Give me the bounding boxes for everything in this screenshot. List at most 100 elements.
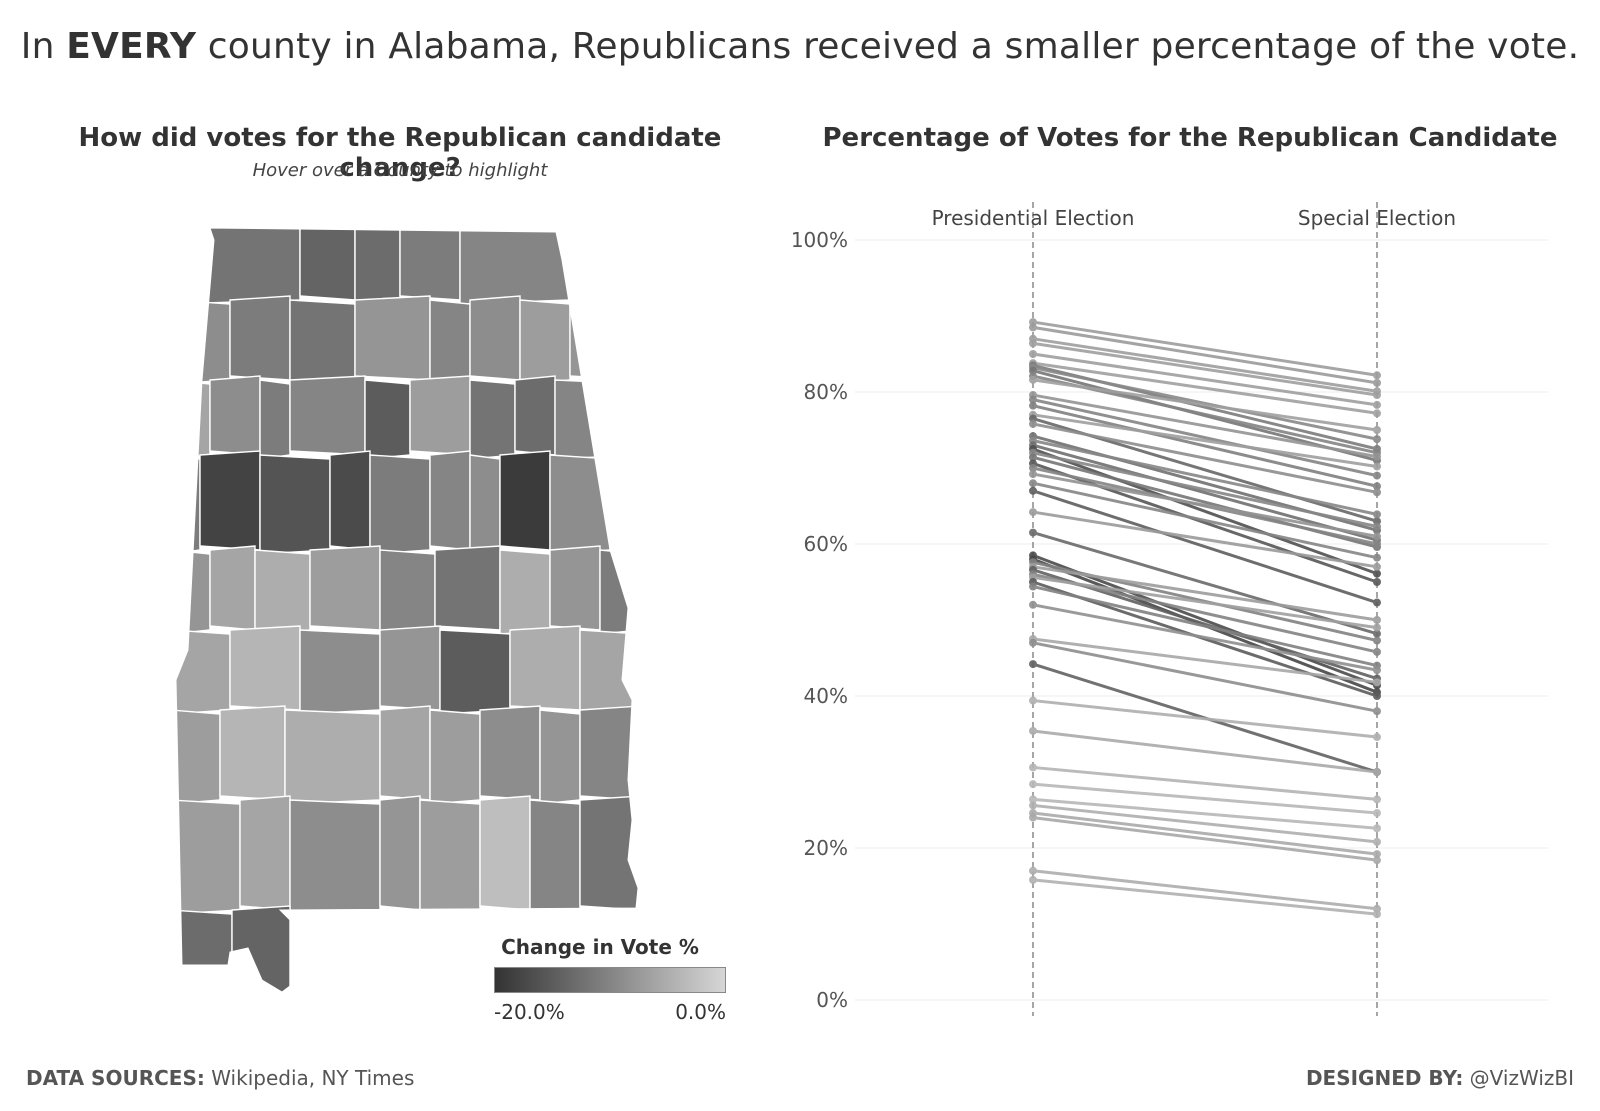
alabama-county-map[interactable] — [170, 220, 670, 1010]
county-shape[interactable] — [459, 220, 571, 305]
series-line[interactable] — [1032, 782, 1378, 815]
county-series[interactable] — [1029, 801, 1381, 846]
county-series[interactable] — [1029, 813, 1381, 865]
series-line[interactable] — [1032, 878, 1378, 916]
point-special[interactable] — [1373, 532, 1381, 541]
point-special[interactable] — [1373, 553, 1381, 562]
county-shape[interactable] — [499, 450, 551, 551]
point-presidential[interactable] — [1029, 763, 1037, 772]
county-shape[interactable] — [329, 450, 371, 551]
point-special[interactable] — [1373, 636, 1381, 645]
county-series[interactable] — [1029, 696, 1381, 742]
county-series[interactable] — [1029, 763, 1381, 804]
point-special[interactable] — [1373, 629, 1381, 638]
county-shape[interactable] — [299, 220, 356, 301]
point-special[interactable] — [1373, 400, 1381, 409]
county-series[interactable] — [1029, 866, 1381, 913]
county-shape[interactable] — [519, 299, 571, 385]
point-special[interactable] — [1373, 409, 1381, 418]
point-special[interactable] — [1373, 733, 1381, 742]
designer-value[interactable]: @VizWizBI — [1463, 1066, 1574, 1090]
county-shape[interactable] — [170, 299, 231, 385]
county-shape[interactable] — [379, 795, 421, 911]
county-series[interactable] — [1029, 508, 1381, 571]
county-series[interactable] — [1029, 582, 1381, 670]
series-line[interactable] — [1032, 869, 1378, 911]
point-presidential[interactable] — [1029, 339, 1037, 348]
county-shape[interactable] — [509, 625, 581, 711]
series-line[interactable] — [1032, 404, 1378, 488]
county-shape[interactable] — [259, 379, 291, 460]
county-shape[interactable] — [409, 375, 471, 456]
point-presidential[interactable] — [1029, 813, 1037, 822]
series-line[interactable] — [1032, 366, 1378, 441]
county-shape[interactable] — [219, 705, 286, 801]
county-series[interactable] — [1029, 600, 1381, 675]
county-shape[interactable] — [209, 545, 256, 631]
series-line[interactable] — [1032, 439, 1378, 516]
point-presidential[interactable] — [1029, 350, 1037, 358]
point-special[interactable] — [1373, 378, 1381, 387]
point-presidential[interactable] — [1029, 375, 1037, 384]
point-special[interactable] — [1373, 692, 1381, 700]
point-special[interactable] — [1373, 598, 1381, 607]
series-line[interactable] — [1032, 447, 1378, 576]
series-line[interactable] — [1032, 637, 1378, 684]
series-line[interactable] — [1032, 378, 1378, 432]
series-line[interactable] — [1032, 641, 1378, 713]
series-line[interactable] — [1032, 337, 1378, 393]
point-special[interactable] — [1373, 562, 1381, 571]
county-series[interactable] — [1029, 395, 1381, 480]
county-shape[interactable] — [199, 450, 261, 551]
series-line[interactable] — [1032, 325, 1378, 385]
point-presidential[interactable] — [1029, 395, 1037, 404]
county-shape[interactable] — [231, 905, 291, 1010]
county-series[interactable] — [1029, 573, 1381, 632]
county-shape[interactable] — [479, 705, 541, 801]
series-line[interactable] — [1032, 603, 1378, 672]
point-presidential[interactable] — [1029, 323, 1037, 332]
series-line[interactable] — [1032, 797, 1378, 830]
series-line[interactable] — [1032, 361, 1378, 415]
series-line[interactable] — [1032, 531, 1378, 636]
series-line[interactable] — [1032, 565, 1378, 622]
point-special[interactable] — [1373, 462, 1381, 471]
county-series[interactable] — [1029, 795, 1381, 833]
series-line[interactable] — [1032, 811, 1378, 856]
point-presidential[interactable] — [1029, 453, 1037, 462]
county-shape[interactable] — [549, 454, 611, 555]
county-shape[interactable] — [379, 549, 436, 635]
point-presidential[interactable] — [1029, 726, 1037, 735]
county-shape[interactable] — [299, 629, 381, 715]
point-special[interactable] — [1373, 391, 1381, 400]
series-line[interactable] — [1032, 765, 1378, 801]
county-shape[interactable] — [514, 375, 556, 456]
point-presidential[interactable] — [1029, 470, 1037, 479]
county-shape[interactable] — [379, 705, 431, 801]
county-shape[interactable] — [170, 220, 301, 305]
county-shape[interactable] — [529, 799, 581, 915]
county-shape[interactable] — [239, 795, 291, 911]
county-series[interactable] — [1029, 470, 1381, 541]
county-shape[interactable] — [469, 454, 501, 555]
county-shape[interactable] — [289, 299, 356, 385]
county-shape[interactable] — [599, 549, 640, 635]
county-shape[interactable] — [369, 454, 431, 555]
county-series[interactable] — [1029, 479, 1381, 562]
point-presidential[interactable] — [1029, 486, 1037, 495]
series-line[interactable] — [1032, 585, 1378, 668]
county-series[interactable] — [1029, 419, 1381, 497]
point-presidential[interactable] — [1029, 795, 1037, 804]
point-special[interactable] — [1373, 678, 1381, 687]
point-presidential[interactable] — [1029, 401, 1037, 410]
county-series[interactable] — [1029, 780, 1381, 818]
county-shape[interactable] — [429, 709, 481, 805]
county-shape[interactable] — [354, 220, 401, 305]
county-shape[interactable] — [170, 709, 221, 805]
point-special[interactable] — [1373, 471, 1381, 480]
point-presidential[interactable] — [1029, 866, 1037, 875]
series-line[interactable] — [1032, 699, 1378, 739]
slope-chart[interactable]: 0% 20% 40% 60% 80% 100% Presidential Election S… — [780, 190, 1590, 1050]
series-line[interactable] — [1032, 413, 1378, 468]
county-shape[interactable] — [579, 629, 640, 715]
